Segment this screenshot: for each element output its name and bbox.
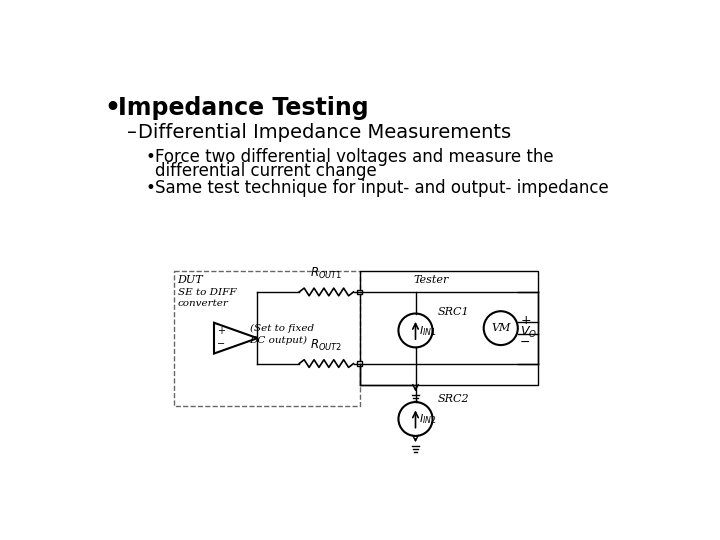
Text: SRC2: SRC2 — [437, 394, 469, 404]
Text: SRC1: SRC1 — [437, 307, 469, 317]
Text: •: • — [104, 96, 120, 119]
Text: +: + — [520, 314, 531, 327]
Text: –: – — [127, 123, 137, 141]
Text: $R_{OUT2}$: $R_{OUT2}$ — [310, 338, 343, 353]
Text: −: − — [217, 339, 225, 348]
Text: Same test technique for input- and output- impedance: Same test technique for input- and outpu… — [155, 179, 609, 197]
Text: +: + — [217, 326, 225, 336]
Text: DUT: DUT — [178, 275, 203, 285]
Bar — [357, 361, 362, 366]
Text: •: • — [145, 179, 156, 197]
Text: $R_{OUT1}$: $R_{OUT1}$ — [310, 266, 343, 281]
Text: SE to DIFF: SE to DIFF — [178, 288, 236, 297]
Text: $I_{IN2}$: $I_{IN2}$ — [419, 412, 437, 426]
Text: $I_{IN1}$: $I_{IN1}$ — [419, 325, 437, 338]
Text: Differential Impedance Measurements: Differential Impedance Measurements — [138, 123, 511, 141]
Text: •: • — [145, 148, 156, 166]
Text: Force two differential voltages and measure the: Force two differential voltages and meas… — [155, 148, 554, 166]
Text: differential current change: differential current change — [155, 162, 377, 180]
Text: Tester: Tester — [414, 275, 449, 285]
Text: −: − — [520, 335, 531, 348]
Text: $V_O$: $V_O$ — [520, 325, 537, 340]
Bar — [357, 289, 362, 294]
Text: (Set to fixed
DC output): (Set to fixed DC output) — [250, 324, 314, 345]
Text: converter: converter — [178, 299, 228, 308]
Bar — [360, 271, 538, 385]
Bar — [174, 271, 360, 406]
Text: VM: VM — [491, 323, 510, 333]
Text: Impedance Testing: Impedance Testing — [118, 96, 369, 119]
